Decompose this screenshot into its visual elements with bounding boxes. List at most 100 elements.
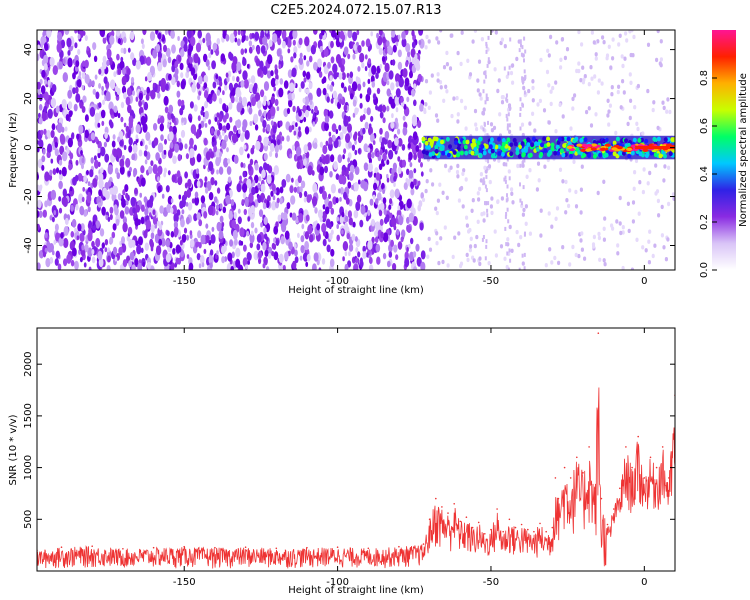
spectrogram-noise-cell (262, 35, 268, 46)
spectrogram-noise-cell (346, 232, 350, 240)
spectrogram-noise-cell (322, 87, 327, 96)
spectrogram-faint-cell (435, 231, 439, 236)
spectrogram-noise-cell (410, 188, 415, 196)
y-tick-label: 0 (23, 144, 34, 150)
spectrogram-streak-cell (485, 174, 488, 179)
spectrogram-faint-cell (558, 102, 562, 108)
spectrogram-noise-cell (388, 204, 392, 210)
spectrogram-faint-cell (456, 174, 460, 179)
spectrogram-noise-cell (234, 238, 238, 246)
spectrogram-noise-cell (109, 79, 116, 90)
signal-band-cell (612, 151, 617, 157)
spectrogram-faint-cell (490, 210, 494, 216)
spectrogram-noise-cell (38, 139, 44, 150)
spectrogram-noise-cell (145, 228, 148, 234)
snr-point (527, 528, 529, 531)
spectrogram-noise-cell (251, 44, 255, 51)
spectrogram-faint-cell (436, 198, 440, 203)
spectrogram-noise-cell (409, 142, 414, 150)
spectrogram-noise-cell (271, 183, 276, 192)
spectrogram-noise-cell (386, 40, 390, 48)
spectrogram-noise-cell (43, 105, 48, 113)
spectrogram-streak-cell (483, 121, 486, 126)
signal-band-peak-cell (581, 143, 588, 147)
spectrogram-noise-cell (160, 77, 166, 88)
signal-band-cell (513, 141, 518, 147)
spectrogram-noise-cell (142, 30, 147, 36)
signal-band-peak-cell (604, 143, 611, 147)
spectrogram-noise-cell (165, 239, 170, 248)
snr-point (244, 546, 247, 548)
spectrogram-faint-cell (564, 210, 568, 215)
spectrogram-noise-cell (233, 212, 237, 219)
spectrogram-noise-cell (398, 215, 404, 226)
signal-band-cell (453, 140, 458, 146)
signal-band-cell (621, 151, 626, 156)
spectrogram-streak-cell (506, 126, 509, 131)
spectrogram-noise-cell (280, 236, 286, 245)
spectrogram-noise-cell (332, 134, 336, 142)
spectrogram-noise-cell (274, 98, 279, 107)
spectrogram-faint-cell (455, 169, 460, 175)
snr-y-label: SNR (10 * v/v) (8, 414, 19, 485)
snr-point (275, 547, 278, 550)
signal-band-cell (568, 150, 573, 156)
spectrogram-noise-cell (328, 200, 333, 210)
spectrogram-faint-cell (488, 179, 492, 185)
spectrogram-faint-cell (479, 178, 483, 183)
spectrogram-faint-cell (561, 245, 565, 250)
spectrogram-noise-cell (86, 194, 92, 204)
spectrogram-faint-cell (425, 179, 429, 184)
spectrogram-noise-cell (159, 123, 164, 132)
spectrogram-noise-cell (158, 238, 163, 246)
spectrogram-faint-cell (659, 39, 663, 44)
spectrogram-noise-cell (98, 102, 102, 109)
spectrogram-streak-cell (485, 93, 488, 98)
spectrogram-noise-cell (382, 152, 387, 161)
spectrogram-noise-cell (195, 131, 200, 139)
spectrogram-faint-cell (602, 258, 606, 263)
spectrogram-faint-cell (494, 30, 498, 35)
spectrogram-noise-cell (61, 99, 67, 109)
spectrogram-noise-cell (262, 66, 268, 76)
spectrogram-noise-cell (408, 169, 414, 179)
spectrogram-noise-cell (343, 114, 347, 121)
spectrogram-faint-cell (458, 187, 462, 192)
colorbar-tick-label: 0.8 (699, 70, 710, 86)
spectrogram-faint-cell (633, 105, 637, 110)
spectrogram-noise-cell (44, 171, 50, 182)
spectrogram-streak-cell (486, 63, 489, 68)
spectrogram-noise-cell (293, 130, 297, 136)
spectrogram-faint-cell (437, 260, 441, 266)
signal-band-cell (546, 136, 551, 142)
spectrogram-noise-cell (125, 200, 129, 206)
spectrogram-faint-cell (621, 230, 625, 235)
spectrogram-noise-cell (118, 246, 123, 256)
spectrogram-noise-cell (269, 151, 273, 157)
spectrogram-faint-cell (477, 59, 482, 64)
spectrogram-noise-cell (75, 86, 79, 94)
spectrogram-faint-cell (583, 74, 587, 79)
spectrogram-faint-cell (494, 253, 498, 258)
spectrogram-noise-cell (291, 144, 295, 151)
spectrogram-noise-cell (302, 252, 309, 262)
colorbar-ticks: 0.00.20.40.60.8 (699, 70, 717, 278)
spectrogram-noise-cell (328, 193, 331, 199)
spectrogram-faint-cell (641, 245, 645, 250)
spectrogram-noise-cell (80, 223, 85, 232)
spectrogram-noise-cell (402, 115, 406, 121)
spectrogram-noise-cell (174, 61, 179, 69)
spectrogram-noise-cell (311, 109, 314, 114)
signal-band-peak-cell (665, 143, 672, 147)
spectrogram-faint-cell (559, 57, 563, 62)
spectrogram-noise-cell (140, 115, 146, 126)
spectrogram-noise-cell (363, 143, 369, 153)
spectrogram-noise-cell (72, 176, 77, 186)
spectrogram-faint-cell (572, 159, 576, 164)
spectrogram-noise-cell (402, 68, 408, 78)
spectrogram-faint-cell (563, 55, 568, 61)
spectrogram-streak-cell (506, 193, 508, 198)
spectrogram-faint-cell (580, 247, 585, 252)
spectrogram-noise-cell (147, 71, 153, 82)
spectrogram-faint-cell (580, 231, 584, 236)
